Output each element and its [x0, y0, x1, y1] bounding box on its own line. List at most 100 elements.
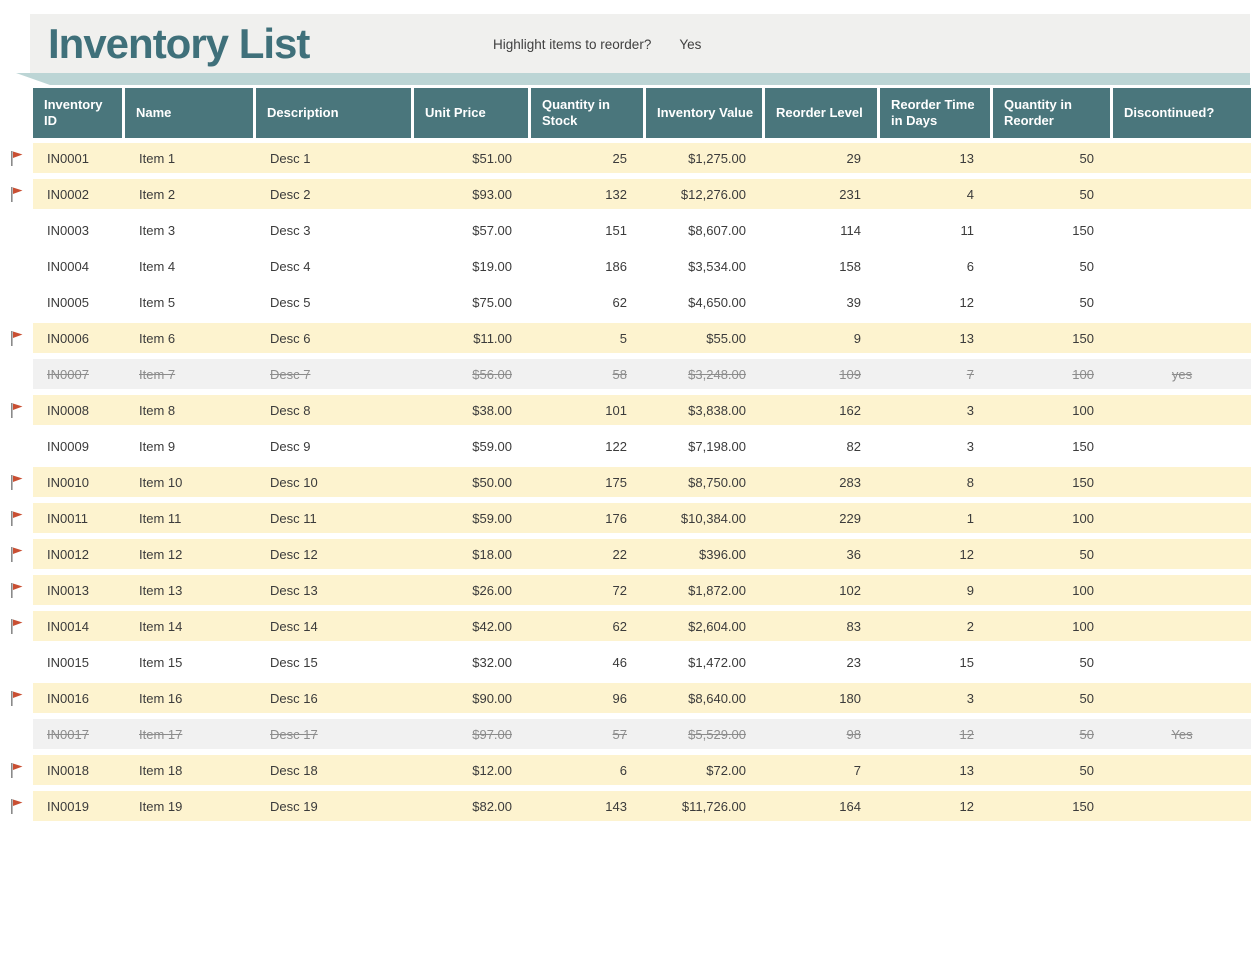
- cell-qty_in_stock[interactable]: 57: [612, 726, 627, 742]
- cell-description[interactable]: Desc 11: [270, 510, 317, 526]
- cell-name[interactable]: Item 11: [139, 510, 182, 526]
- column-header-description[interactable]: Description: [256, 88, 411, 138]
- cell-qty_in_stock[interactable]: 62: [612, 618, 627, 634]
- cell-description[interactable]: Desc 5: [270, 294, 311, 310]
- cell-reorder_time_days[interactable]: 11: [960, 222, 975, 238]
- cell-qty_in_stock[interactable]: 96: [612, 690, 627, 706]
- cell-reorder_time_days[interactable]: 12: [959, 726, 974, 742]
- cell-reorder_level[interactable]: 36: [846, 546, 861, 562]
- cell-discontinued[interactable]: [1113, 755, 1251, 785]
- cell-description[interactable]: Desc 14: [270, 618, 318, 634]
- cell-qty_in_stock[interactable]: 186: [605, 258, 627, 274]
- cell-description[interactable]: Desc 1: [270, 150, 311, 166]
- cell-inventory_value[interactable]: $3,534.00: [688, 258, 746, 274]
- cell-inventory_value[interactable]: $12,276.00: [680, 186, 746, 202]
- cell-qty_in_stock[interactable]: 62: [612, 294, 627, 310]
- cell-qty_in_stock[interactable]: 143: [605, 798, 627, 814]
- cell-unit_price[interactable]: $42.00: [472, 618, 512, 634]
- cell-unit_price[interactable]: $59.00: [472, 438, 512, 454]
- cell-name[interactable]: Item 6: [139, 330, 176, 346]
- cell-inventory_id[interactable]: IN0005: [47, 294, 89, 310]
- cell-inventory_id[interactable]: IN0010: [47, 474, 89, 490]
- cell-reorder_time_days[interactable]: 3: [966, 438, 974, 454]
- cell-qty_in_reorder[interactable]: 150: [1072, 474, 1094, 490]
- cell-inventory_value[interactable]: $72.00: [706, 762, 746, 778]
- cell-discontinued[interactable]: [1113, 539, 1251, 569]
- cell-qty_in_reorder[interactable]: 100: [1072, 510, 1094, 526]
- cell-qty_in_reorder[interactable]: 50: [1079, 186, 1094, 202]
- cell-inventory_id[interactable]: IN0011: [47, 510, 88, 526]
- cell-inventory_id[interactable]: IN0007: [47, 366, 89, 382]
- cell-reorder_level[interactable]: 7: [853, 762, 861, 778]
- cell-inventory_value[interactable]: $1,872.00: [688, 582, 746, 598]
- cell-inventory_value[interactable]: $2,604.00: [688, 618, 746, 634]
- cell-reorder_time_days[interactable]: 12: [959, 294, 974, 310]
- cell-qty_in_stock[interactable]: 25: [612, 150, 627, 166]
- cell-reorder_level[interactable]: 102: [839, 582, 861, 598]
- column-header-inventory_value[interactable]: Inventory Value: [646, 88, 762, 138]
- cell-unit_price[interactable]: $59.00: [472, 510, 512, 526]
- cell-unit_price[interactable]: $50.00: [472, 474, 512, 490]
- cell-reorder_level[interactable]: 82: [846, 438, 861, 454]
- cell-qty_in_stock[interactable]: 101: [605, 402, 627, 418]
- cell-qty_in_reorder[interactable]: 100: [1072, 402, 1094, 418]
- cell-description[interactable]: Desc 10: [270, 474, 318, 490]
- cell-unit_price[interactable]: $93.00: [472, 186, 512, 202]
- cell-reorder_time_days[interactable]: 12: [959, 546, 974, 562]
- cell-discontinued[interactable]: [1113, 143, 1251, 173]
- reorder-answer-value[interactable]: Yes: [679, 36, 702, 52]
- cell-name[interactable]: Item 5: [139, 294, 176, 310]
- column-header-inventory_id[interactable]: Inventory ID: [33, 88, 122, 138]
- cell-reorder_level[interactable]: 98: [846, 726, 861, 742]
- cell-qty_in_stock[interactable]: 22: [612, 546, 627, 562]
- cell-discontinued[interactable]: [1113, 647, 1251, 677]
- cell-name[interactable]: Item 2: [139, 186, 176, 202]
- cell-description[interactable]: Desc 9: [270, 438, 311, 454]
- cell-reorder_time_days[interactable]: 15: [959, 654, 974, 670]
- cell-discontinued[interactable]: [1113, 251, 1251, 281]
- cell-discontinued[interactable]: [1113, 683, 1251, 713]
- cell-qty_in_stock[interactable]: 72: [612, 582, 627, 598]
- cell-reorder_level[interactable]: 83: [846, 618, 861, 634]
- cell-description[interactable]: Desc 18: [270, 762, 318, 778]
- cell-reorder_time_days[interactable]: 7: [966, 366, 974, 382]
- cell-inventory_id[interactable]: IN0002: [47, 186, 89, 202]
- cell-name[interactable]: Item 9: [139, 438, 176, 454]
- cell-reorder_level[interactable]: 180: [839, 690, 861, 706]
- cell-unit_price[interactable]: $57.00: [472, 222, 512, 238]
- column-header-reorder_level[interactable]: Reorder Level: [765, 88, 877, 138]
- cell-description[interactable]: Desc 19: [270, 798, 318, 814]
- cell-qty_in_stock[interactable]: 46: [612, 654, 627, 670]
- cell-inventory_value[interactable]: $3,838.00: [688, 402, 746, 418]
- cell-name[interactable]: Item 4: [139, 258, 176, 274]
- cell-name[interactable]: Item 19: [139, 798, 183, 814]
- cell-inventory_value[interactable]: $7,198.00: [688, 438, 746, 454]
- cell-name[interactable]: Item 17: [139, 726, 183, 742]
- cell-discontinued[interactable]: Yes: [1171, 726, 1193, 742]
- cell-description[interactable]: Desc 15: [270, 654, 318, 670]
- cell-qty_in_stock[interactable]: 175: [605, 474, 627, 490]
- cell-reorder_time_days[interactable]: 13: [959, 330, 974, 346]
- cell-description[interactable]: Desc 2: [270, 186, 311, 202]
- cell-inventory_value[interactable]: $55.00: [706, 330, 746, 346]
- cell-qty_in_reorder[interactable]: 50: [1079, 726, 1094, 742]
- cell-qty_in_stock[interactable]: 5: [619, 330, 627, 346]
- cell-reorder_time_days[interactable]: 6: [966, 258, 974, 274]
- cell-description[interactable]: Desc 8: [270, 402, 311, 418]
- cell-qty_in_reorder[interactable]: 50: [1079, 654, 1094, 670]
- cell-qty_in_reorder[interactable]: 150: [1072, 438, 1094, 454]
- cell-name[interactable]: Item 8: [139, 402, 176, 418]
- cell-unit_price[interactable]: $51.00: [472, 150, 512, 166]
- cell-qty_in_reorder[interactable]: 50: [1079, 546, 1094, 562]
- cell-reorder_level[interactable]: 231: [839, 186, 861, 202]
- cell-inventory_id[interactable]: IN0013: [47, 582, 89, 598]
- cell-name[interactable]: Item 12: [139, 546, 183, 562]
- cell-qty_in_reorder[interactable]: 100: [1072, 366, 1094, 382]
- cell-inventory_id[interactable]: IN0008: [47, 402, 89, 418]
- cell-reorder_level[interactable]: 229: [839, 510, 861, 526]
- cell-reorder_time_days[interactable]: 2: [966, 618, 974, 634]
- cell-reorder_time_days[interactable]: 1: [966, 510, 974, 526]
- cell-name[interactable]: Item 18: [139, 762, 183, 778]
- cell-qty_in_reorder[interactable]: 150: [1072, 222, 1094, 238]
- cell-unit_price[interactable]: $82.00: [472, 798, 512, 814]
